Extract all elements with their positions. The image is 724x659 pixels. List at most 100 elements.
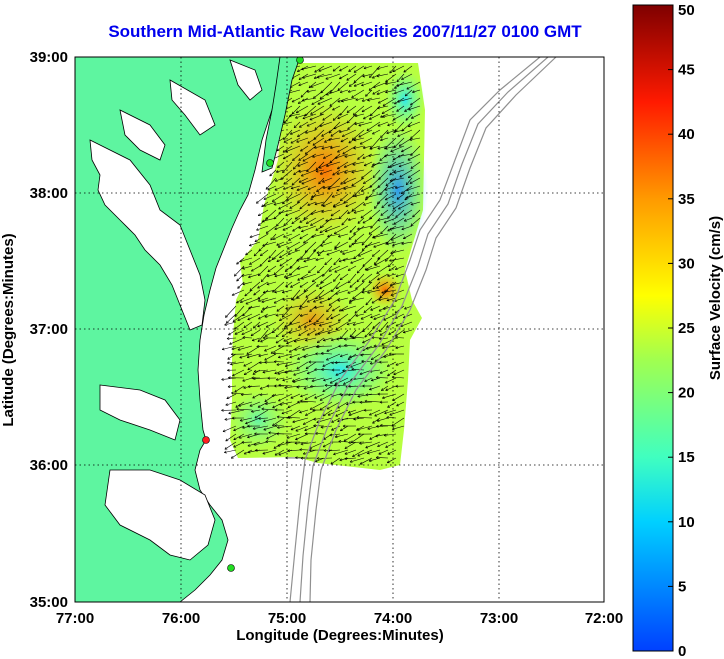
velocity-arrow-head	[389, 283, 392, 286]
velocity-arrow	[347, 209, 357, 214]
velocity-arrow-head	[282, 149, 285, 153]
velocity-arrow-head	[331, 290, 334, 292]
velocity-arrow-head	[312, 408, 315, 411]
velocity-arrow	[356, 417, 373, 419]
velocity-arrow	[412, 209, 421, 218]
velocity-arrow	[265, 225, 277, 234]
velocity-arrow-head	[371, 164, 374, 168]
velocity-arrow-head	[370, 308, 373, 311]
velocity-arrow-head	[373, 317, 376, 320]
velocity-arrow	[348, 393, 365, 396]
velocity-arrow	[293, 369, 309, 376]
velocity-arrow	[297, 161, 309, 167]
velocity-arrow-head	[329, 103, 331, 107]
velocity-arrow	[275, 329, 285, 338]
velocity-arrow-head	[308, 319, 310, 323]
velocity-arrow	[313, 89, 325, 99]
velocity-arrow-head	[257, 324, 260, 327]
velocity-arrow-head	[363, 68, 367, 70]
velocity-arrow-head	[344, 344, 347, 346]
velocity-arrow-head	[291, 111, 293, 115]
velocity-arrow	[348, 137, 357, 144]
velocity-arrow-head	[257, 405, 260, 408]
velocity-arrow	[264, 313, 277, 318]
velocity-arrow-head	[300, 400, 303, 403]
velocity-arrow	[291, 177, 301, 186]
velocity-arrow-head	[283, 181, 285, 185]
velocity-arrow-head	[234, 273, 236, 277]
velocity-arrow-head	[376, 76, 380, 78]
velocity-arrow	[385, 73, 397, 83]
velocity-arrow-head	[249, 235, 252, 238]
velocity-arrow	[403, 233, 413, 239]
velocity-arrow-head	[347, 122, 350, 124]
velocity-arrow-head	[384, 146, 388, 149]
velocity-arrow-head	[372, 235, 376, 238]
velocity-arrow-head	[370, 363, 373, 365]
velocity-arrow-head	[292, 228, 294, 232]
velocity-arrow	[240, 417, 253, 421]
velocity-arrow-head	[258, 354, 261, 357]
velocity-arrow-head	[328, 324, 331, 328]
velocity-arrow	[279, 313, 293, 321]
velocity-arrow-head	[253, 378, 256, 380]
velocity-arrow-head	[282, 380, 286, 382]
velocity-arrow-head	[333, 204, 335, 207]
velocity-arrow-head	[267, 376, 271, 379]
velocity-arrow-head	[404, 199, 408, 201]
velocity-arrow-head	[369, 146, 372, 150]
velocity-arrow-head	[300, 456, 304, 459]
velocity-arrow	[344, 449, 357, 455]
velocity-arrow	[369, 409, 381, 416]
velocity-arrow-head	[377, 106, 380, 109]
velocity-arrow-head	[297, 268, 300, 270]
velocity-arrow-head	[290, 396, 293, 399]
velocity-arrow	[282, 377, 293, 381]
velocity-arrow	[333, 201, 349, 208]
velocity-arrow-head	[242, 268, 245, 270]
velocity-arrow-head	[257, 298, 261, 300]
velocity-arrow-head	[221, 408, 224, 411]
velocity-arrow-head	[381, 111, 384, 114]
velocity-arrow-head	[259, 265, 263, 267]
velocity-arrow	[397, 153, 413, 157]
velocity-arrow-head	[363, 204, 366, 206]
velocity-arrow-head	[322, 186, 326, 189]
velocity-arrow	[335, 289, 349, 295]
velocity-arrow	[356, 345, 365, 350]
velocity-arrow	[276, 377, 285, 381]
velocity-arrow-head	[337, 116, 340, 119]
velocity-arrow-head	[361, 290, 365, 293]
velocity-arrow	[243, 369, 253, 375]
velocity-arrow	[411, 113, 421, 119]
velocity-arrow	[337, 401, 349, 409]
velocity-arrow-head	[283, 121, 287, 124]
velocity-arrow	[303, 449, 317, 455]
velocity-arrow-head	[237, 347, 240, 351]
velocity-arrow-head	[354, 196, 358, 198]
velocity-arrow-head	[287, 450, 291, 453]
velocity-arrow-head	[361, 83, 364, 86]
velocity-arrow-head	[393, 146, 397, 148]
velocity-arrow-head	[386, 460, 389, 463]
velocity-arrow-head	[322, 275, 325, 277]
velocity-arrow-head	[263, 421, 266, 423]
velocity-arrow	[222, 425, 237, 432]
velocity-arrow	[341, 97, 357, 102]
velocity-arrow	[317, 265, 325, 274]
velocity-arrow-head	[390, 149, 393, 152]
velocity-arrow-head	[353, 419, 356, 421]
velocity-arrow-head	[386, 364, 389, 367]
velocity-arrow-head	[389, 227, 392, 230]
velocity-arrow-head	[300, 442, 304, 445]
velocity-arrow-head	[247, 367, 250, 370]
velocity-arrow	[359, 457, 373, 465]
velocity-arrow	[344, 441, 357, 449]
velocity-arrow-head	[286, 198, 289, 201]
velocity-arrow-head	[314, 128, 318, 130]
velocity-arrow	[372, 281, 381, 290]
velocity-arrow	[361, 97, 373, 102]
velocity-arrow-head	[282, 292, 285, 294]
velocity-arrow-head	[271, 394, 275, 397]
velocity-arrow-head	[355, 315, 359, 317]
